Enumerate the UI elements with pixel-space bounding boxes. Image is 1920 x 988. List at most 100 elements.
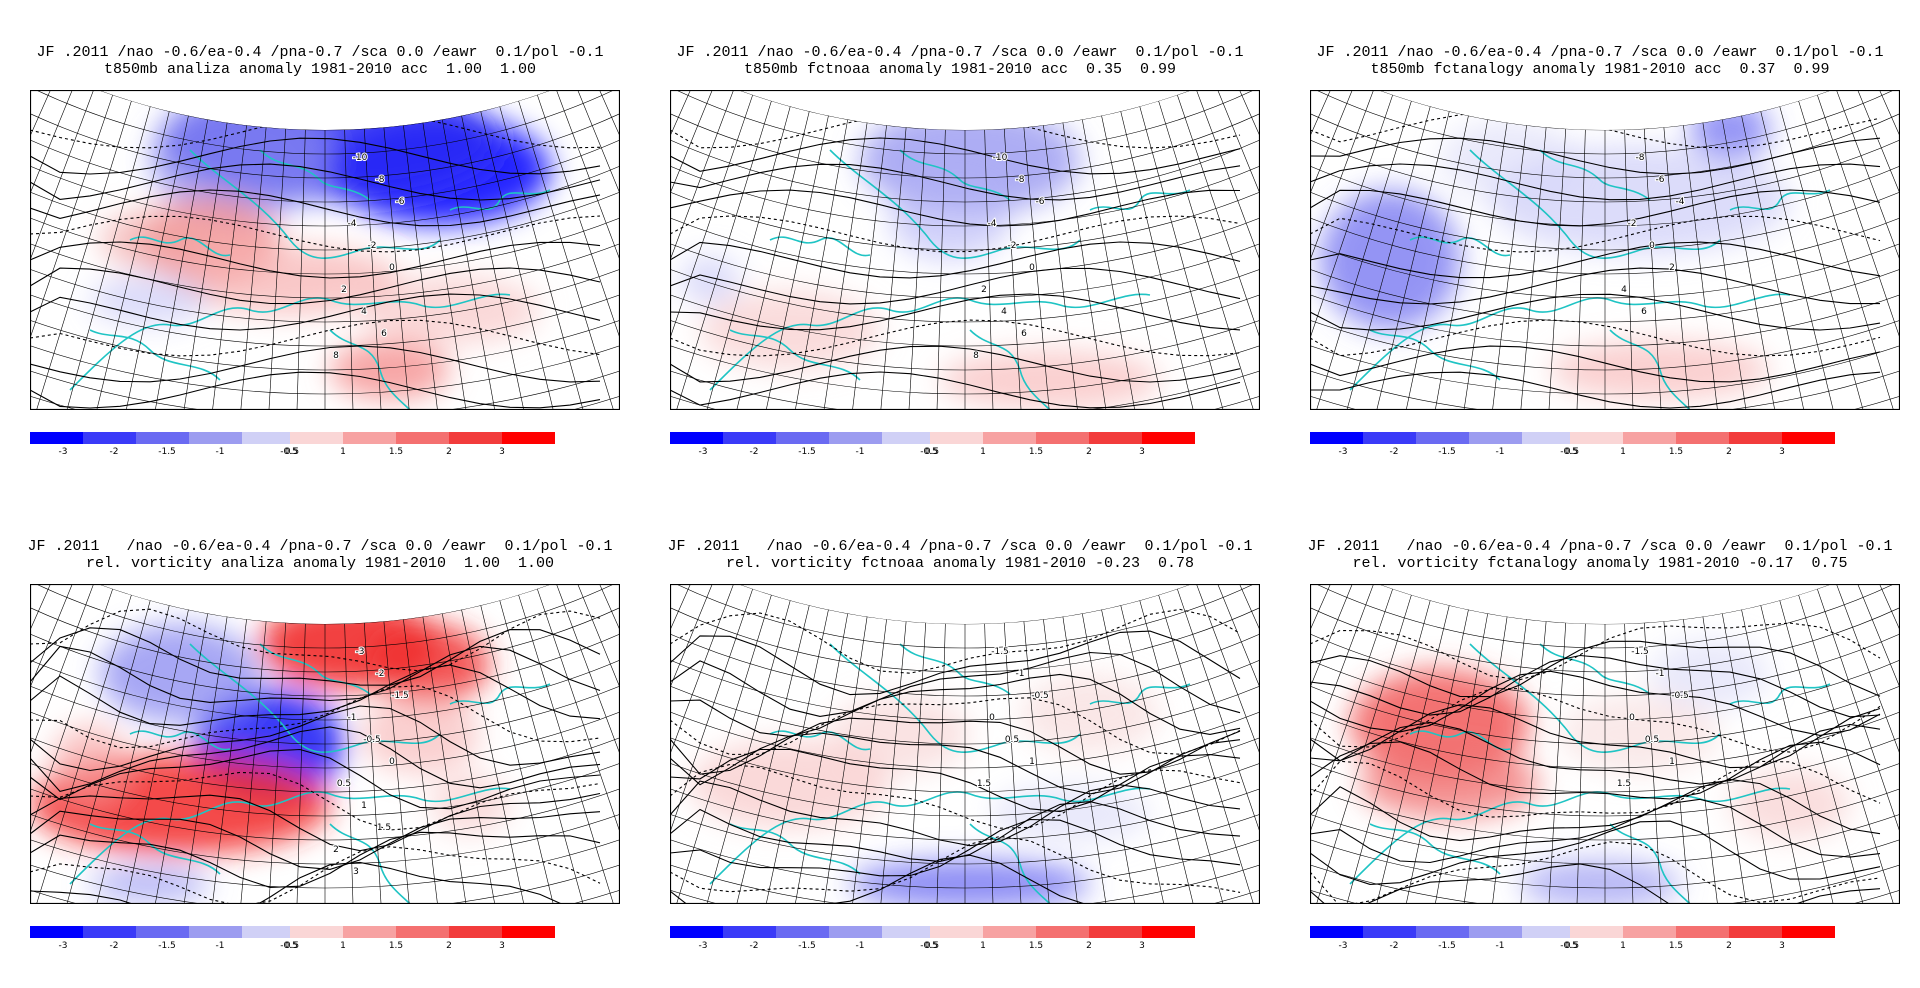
colorbar-segment [1142, 926, 1195, 938]
contour-label: -2 [1628, 219, 1637, 229]
anomaly-map: -8 -6 -4 -2 0 2 4 6 [1310, 90, 1900, 410]
contour-label: -1 [1656, 669, 1665, 679]
contour-label: -4 [1676, 197, 1685, 207]
coastline-layer [709, 149, 1191, 410]
colorbar-tick-label: -2 [1389, 941, 1399, 951]
contour-label-layer: -8 -6 -4 -2 0 2 4 6 [1620, 152, 1686, 318]
contour-label: -2 [1008, 241, 1017, 251]
colorbar: -3 -2 -1.5 -1 -0.5 0.5 1 1.5 2 3 [1310, 432, 1900, 458]
contour-label: 6 [1021, 329, 1027, 339]
colorbar-tick-label: -3 [58, 941, 68, 951]
colorbar-tick-label: 1 [980, 447, 986, 457]
chart-subtitle: t850mb analiza anomaly 1981-2010 acc 1.0… [103, 61, 537, 78]
colorbar-segment [670, 432, 723, 444]
contour-label: 0 [989, 713, 995, 723]
colorbar-segment [502, 432, 555, 444]
contour-label: 1 [1029, 757, 1035, 767]
colorbar-segment [449, 432, 502, 444]
colorbar-tick-label: 3 [499, 941, 505, 951]
contour-label: 1.5 [977, 779, 991, 789]
contour-label: -0.5 [1671, 691, 1689, 701]
contour-label: -4 [988, 219, 997, 229]
contour-label: 2 [341, 285, 347, 295]
graticule [30, 584, 620, 904]
contour-label: 0.5 [1005, 735, 1019, 745]
colorbar-segment [1782, 926, 1835, 938]
chart-title: JF .2011 /nao -0.6/ea-0.4 /pna-0.7 /sca … [27, 538, 613, 555]
colorbar-segment [1363, 432, 1416, 444]
colorbar-segment [343, 432, 396, 444]
colorbar-segment [1729, 432, 1782, 444]
contour-label: -10 [993, 153, 1008, 163]
contour-label: -6 [1656, 175, 1665, 185]
colorbar-segment [1142, 432, 1195, 444]
colorbar-segment [136, 432, 189, 444]
contour-label: -4 [348, 219, 357, 229]
colorbar-segment [189, 432, 242, 444]
colorbar-segment [1416, 432, 1469, 444]
chart-panel: JF .2011 /nao -0.6/ea-0.4 /pna-0.7 /sca … [1280, 0, 1920, 494]
graticule [670, 90, 1260, 410]
contour-label: 0.5 [337, 779, 351, 789]
colorbar-segment [242, 432, 295, 444]
contour-label: 4 [361, 307, 367, 317]
colorbar-tick-label: 3 [1779, 447, 1785, 457]
chart-panel: JF .2011 /nao -0.6/ea-0.4 /pna-0.7 /sca … [1280, 494, 1920, 988]
colorbar-tick-label: 2 [1726, 941, 1732, 951]
contour-label-layer: -10 -8 -6 -4 -2 0 2 4 6 8 [332, 152, 406, 362]
colorbar-segment [30, 926, 83, 938]
colorbar-tick-label: -3 [698, 941, 708, 951]
colorbar-tick-label: -1.5 [1438, 447, 1456, 457]
colorbar-tick-label: 2 [1086, 447, 1092, 457]
colorbar-segment [343, 926, 396, 938]
colorbar-tick-label: 3 [1779, 941, 1785, 951]
contour-label: -8 [376, 175, 385, 185]
colorbar-tick-label: -3 [1338, 941, 1348, 951]
colorbar-tick-label: 3 [1139, 941, 1145, 951]
anomaly-fill [1310, 90, 1900, 410]
colorbar-segment [983, 432, 1036, 444]
colorbar-segment [1676, 432, 1729, 444]
colorbar-tick-label: -0.5 [920, 447, 938, 457]
colorbar-tick-label: 1 [980, 941, 986, 951]
colorbar-segment [1089, 926, 1142, 938]
chart-title: JF .2011 /nao -0.6/ea-0.4 /pna-0.7 /sca … [1307, 538, 1893, 555]
contour-label: -2 [368, 241, 377, 251]
chart-subtitle: t850mb fctanalogy anomaly 1981-2010 acc … [1370, 61, 1830, 78]
chart-title: JF .2011 /nao -0.6/ea-0.4 /pna-0.7 /sca … [676, 44, 1244, 61]
colorbar-tick-label: -2 [1389, 447, 1399, 457]
colorbar-tick-label: -1.5 [1438, 941, 1456, 951]
contour-label: -6 [396, 197, 405, 207]
colorbar-segment [930, 432, 983, 444]
colorbar-tick-label: 3 [1139, 447, 1145, 457]
contour-label: 6 [381, 329, 387, 339]
colorbar-tick-label: -3 [698, 447, 708, 457]
colorbar-segment [983, 926, 1036, 938]
colorbar-tick-label: -2 [749, 447, 759, 457]
colorbar-tick-label: 0.5 [924, 447, 940, 457]
colorbar-segment [930, 926, 983, 938]
anomaly-map: -3 -2 -1.5 -1 -0.5 0 0.5 1 1.5 2 3 [30, 584, 620, 904]
colorbar-tick-label: 2 [1726, 447, 1732, 457]
anomaly-map: -10 -8 -6 -4 -2 0 2 4 6 8 [670, 90, 1260, 410]
contour-label: 0.5 [1645, 735, 1659, 745]
chart-subtitle: rel. vorticity fctanalogy anomaly 1981-2… [1352, 555, 1848, 572]
colorbar-segment [502, 926, 555, 938]
contour-label: -1.5 [391, 691, 409, 701]
contour-label: 6 [1641, 307, 1647, 317]
chart-subtitle: t850mb fctnoaa anomaly 1981-2010 acc 0.3… [743, 61, 1177, 78]
colorbar-tick-label: 1.5 [388, 447, 404, 457]
contour-label: 4 [1621, 285, 1627, 295]
colorbar-tick-label: -0.5 [1560, 447, 1578, 457]
colorbar-segment [1416, 926, 1469, 938]
colorbar-segment [290, 432, 343, 444]
colorbar-tick-label: 1.5 [1028, 447, 1044, 457]
contour-label: 1.5 [1617, 779, 1631, 789]
colorbar-tick-label: -1 [855, 447, 865, 457]
colorbar-segment [83, 926, 136, 938]
contour-label-layer: -1.5 -1 -0.5 0 0.5 1 1.5 [1616, 646, 1690, 790]
colorbar-tick-label: -0.5 [280, 941, 298, 951]
chart-title: JF .2011 /nao -0.6/ea-0.4 /pna-0.7 /sca … [667, 538, 1253, 555]
colorbar-segment [30, 432, 83, 444]
contour-label: 2 [981, 285, 987, 295]
